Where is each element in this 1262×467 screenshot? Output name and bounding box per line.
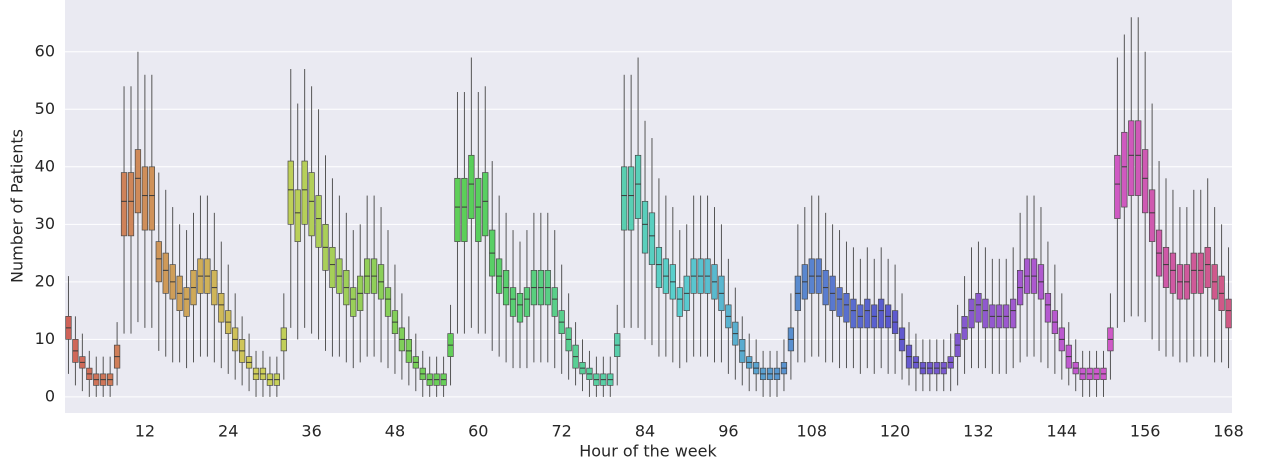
box: [641, 200, 649, 254]
plot-background: [65, 0, 1232, 413]
box: [134, 149, 142, 214]
box: [148, 166, 155, 231]
x-tick-label: 72: [551, 422, 571, 441]
y-tick-label: 0: [45, 386, 55, 405]
box: [1142, 149, 1149, 214]
box: [634, 154, 642, 219]
box: [218, 293, 225, 323]
box: [878, 298, 885, 329]
box: [183, 287, 190, 317]
y-tick-label: 40: [35, 156, 55, 175]
box: [468, 154, 475, 219]
box: [509, 287, 517, 317]
box: [1204, 246, 1211, 288]
box: [461, 177, 468, 242]
box: [120, 172, 128, 237]
x-tick-label: 60: [468, 422, 488, 441]
box: [1121, 131, 1128, 208]
x-tick-label: 120: [880, 422, 911, 441]
x-tick-label: 24: [218, 422, 238, 441]
box: [523, 287, 531, 317]
box: [1114, 154, 1121, 219]
box: [454, 177, 461, 242]
y-tick-label: 20: [35, 271, 55, 290]
x-tick-label: 12: [135, 422, 155, 441]
box: [1190, 252, 1197, 294]
box: [843, 293, 850, 323]
box: [162, 252, 169, 294]
box: [1197, 252, 1204, 294]
box: [329, 246, 336, 288]
box: [1169, 252, 1177, 294]
box: [294, 189, 301, 242]
box: [968, 298, 975, 329]
box: [864, 298, 871, 329]
box: [836, 287, 843, 317]
box: [551, 287, 558, 317]
box: [127, 172, 135, 237]
box: [482, 172, 489, 237]
box: [1225, 298, 1232, 329]
box: [850, 298, 857, 329]
box: [475, 177, 482, 242]
box: [1148, 189, 1156, 242]
x-tick-label: 108: [796, 422, 827, 441]
box: [676, 287, 683, 317]
x-tick-label: 36: [301, 422, 321, 441]
x-tick-label: 144: [1047, 422, 1078, 441]
box: [1010, 298, 1017, 329]
y-tick-label: 30: [35, 214, 55, 233]
box: [308, 172, 315, 237]
box: [350, 287, 357, 317]
box: [1044, 293, 1052, 323]
y-tick-label: 10: [35, 329, 55, 348]
box: [1128, 120, 1135, 196]
box: [655, 246, 663, 288]
x-tick-label: 96: [718, 422, 738, 441]
y-tick-label: 50: [35, 99, 55, 118]
box: [628, 166, 635, 231]
box: [301, 160, 308, 225]
x-tick-label: 84: [635, 422, 655, 441]
x-tick-label: 156: [1130, 422, 1161, 441]
x-axis-label: Hour of the week: [579, 442, 717, 461]
box: [287, 160, 294, 225]
box: [384, 287, 392, 317]
box: [516, 293, 524, 323]
x-tick-label: 168: [1213, 422, 1244, 441]
box: [1135, 120, 1142, 196]
box: [982, 298, 989, 329]
box: [155, 241, 162, 283]
x-tick-label: 132: [963, 422, 994, 441]
x-tick-label: 48: [385, 422, 405, 441]
box: [975, 293, 982, 323]
box: [315, 195, 322, 248]
y-axis-label: Number of Patients: [8, 129, 27, 283]
box: [621, 166, 628, 231]
box: [648, 212, 656, 265]
box: [1162, 246, 1170, 288]
box: [141, 166, 149, 231]
y-tick-label: 60: [35, 41, 55, 60]
